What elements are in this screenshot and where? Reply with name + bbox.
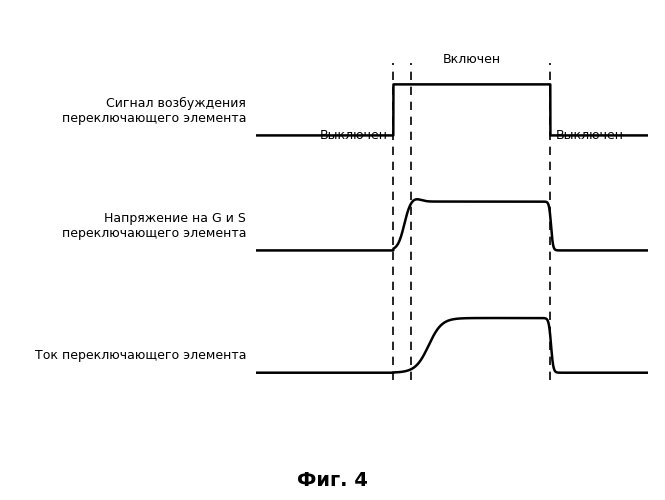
Text: Выключен: Выключен [319,129,388,142]
Text: Напряжение на G и S
переключающего элемента: Напряжение на G и S переключающего элеме… [62,212,246,240]
Text: Фиг. 4: Фиг. 4 [297,470,368,490]
Text: Включен: Включен [443,53,501,66]
Text: Выключен: Выключен [556,129,624,142]
Text: Ток переключающего элемента: Ток переключающего элемента [35,349,246,362]
Text: Сигнал возбуждения
переключающего элемента: Сигнал возбуждения переключающего элемен… [62,96,246,124]
